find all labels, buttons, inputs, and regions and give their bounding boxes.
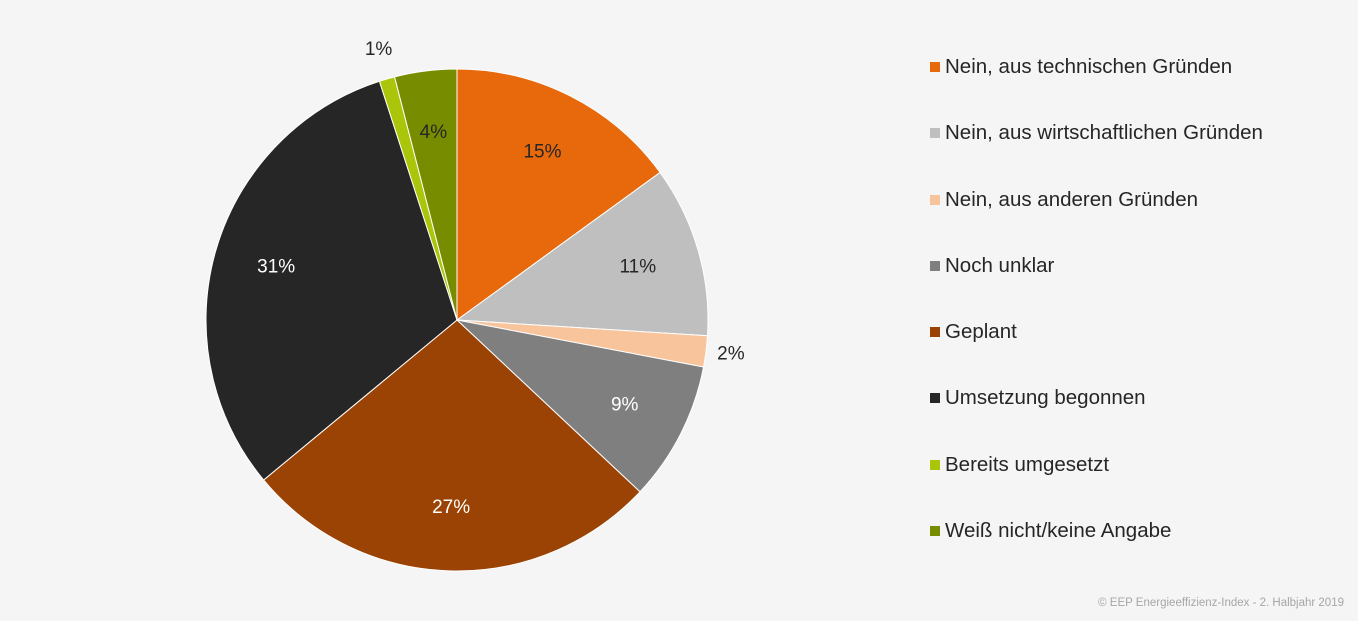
legend-item: Umsetzung begonnen bbox=[930, 382, 1263, 448]
pie-slice bbox=[262, 319, 641, 572]
pie-slice bbox=[455, 171, 709, 337]
legend-item: Bereits umgesetzt bbox=[930, 449, 1263, 515]
slice-value-label: 27% bbox=[432, 497, 470, 518]
legend-item: Nein, aus wirtschaftlichen Gründen bbox=[930, 117, 1263, 183]
slice-value-label: 31% bbox=[257, 257, 295, 278]
legend-swatch bbox=[930, 62, 940, 72]
slice-value-label: 4% bbox=[420, 122, 448, 143]
copyright-notice: © EEP Energieeffizienz-Index - 2. Halbja… bbox=[1098, 597, 1344, 609]
legend: Nein, aus technischen Gründen Nein, aus … bbox=[930, 51, 1263, 581]
legend-item: Geplant bbox=[930, 316, 1263, 382]
legend-swatch bbox=[930, 459, 940, 470]
slice-value-label: 15% bbox=[523, 141, 561, 162]
legend-swatch bbox=[930, 327, 940, 338]
legend-swatch bbox=[930, 194, 940, 205]
legend-swatch bbox=[930, 526, 940, 537]
legend-swatch bbox=[930, 393, 940, 404]
legend-label: Nein, aus technischen Gründen bbox=[945, 55, 1233, 78]
pie-chart: 15% 11% 2% 9% 27% 31% 1% 4% bbox=[205, 39, 745, 572]
legend-label: Nein, aus anderen Gründen bbox=[945, 187, 1199, 211]
legend-label: Bereits umgesetzt bbox=[945, 452, 1110, 476]
slice-value-label: 11% bbox=[619, 257, 656, 278]
legend-item: Nein, aus anderen Gründen bbox=[930, 184, 1263, 250]
legend-label: Nein, aus wirtschaftlichen Gründen bbox=[945, 121, 1263, 145]
legend-label: Umsetzung begonnen bbox=[945, 386, 1146, 410]
pie-slice bbox=[455, 319, 705, 493]
legend-swatch bbox=[930, 260, 940, 271]
legend-label: Weiß nicht/keine Angabe bbox=[945, 519, 1172, 543]
legend-label: Noch unklar bbox=[945, 253, 1055, 277]
legend-item: Weiß nicht/keine Angabe bbox=[930, 515, 1263, 581]
pie-slice bbox=[393, 68, 458, 321]
legend-item: Nein, aus technischen Gründen bbox=[930, 51, 1263, 117]
legend-label: Geplant bbox=[945, 320, 1017, 344]
pie-slice bbox=[456, 68, 661, 321]
slice-value-label: 2% bbox=[717, 344, 745, 365]
pie-slice bbox=[205, 80, 458, 481]
slice-value-label: 9% bbox=[611, 395, 639, 416]
legend-swatch bbox=[930, 128, 940, 139]
legend-item: Noch unklar bbox=[930, 250, 1263, 316]
slice-value-label: 1% bbox=[365, 39, 393, 60]
